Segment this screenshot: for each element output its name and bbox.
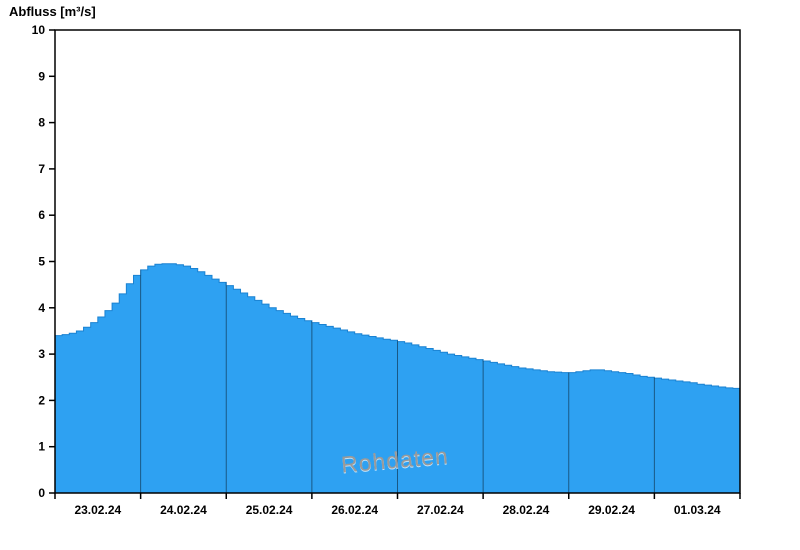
axis-tick-label: 8 — [38, 116, 45, 130]
axis-tick-label: 3 — [38, 347, 45, 361]
day-gridlines — [140, 263, 655, 493]
axis-tick-label: 27.02.24 — [417, 503, 464, 517]
axis-tick-label: 4 — [38, 301, 45, 315]
axis-tick-label: 5 — [38, 255, 45, 269]
x-axis: 23.02.24 24.02.24 25.02.24 26.02.24 27.02.24… — [54, 493, 741, 517]
axis-tick-label: 10 — [32, 23, 46, 37]
axis-tick-label: 24.02.24 — [160, 503, 207, 517]
axis-tick-label: 2 — [38, 393, 45, 407]
axis-tick-label: 26.02.24 — [331, 503, 378, 517]
discharge-area-series — [54, 263, 741, 494]
axis-tick-label: 6 — [38, 208, 45, 222]
axis-tick-label: 23.02.24 — [74, 503, 121, 517]
axis-tick-label: 7 — [38, 162, 45, 176]
y-axis: 0 1 2 3 4 5 6 7 8 9 10 — [32, 23, 55, 500]
chart-title: Abfluss [m³/s] — [9, 4, 96, 19]
axis-tick-label: 1 — [38, 440, 45, 454]
axis-tick-label: 25.02.24 — [246, 503, 293, 517]
axis-tick-label: 01.03.24 — [674, 503, 721, 517]
axis-tick-label: 28.02.24 — [503, 503, 550, 517]
axis-tick-label: 9 — [38, 69, 45, 83]
axis-tick-label: 0 — [38, 486, 45, 500]
axis-tick-label: 29.02.24 — [588, 503, 635, 517]
